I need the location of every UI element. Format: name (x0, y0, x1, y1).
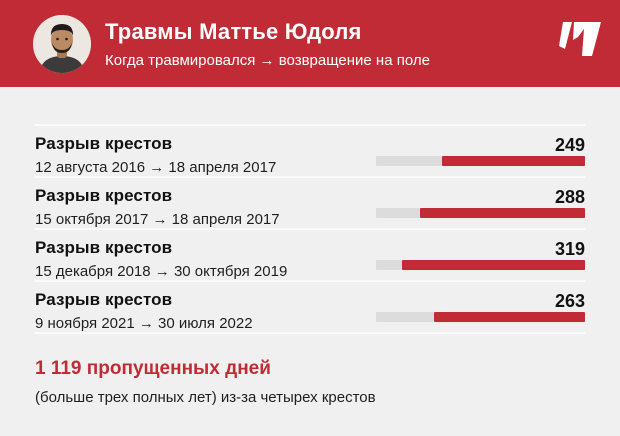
player-portrait-illustration (33, 14, 91, 73)
days-bar-track (376, 156, 585, 166)
list-bottom-divider (35, 332, 585, 334)
injury-label: Разрыв крестов (35, 238, 173, 257)
page-title: Травмы Маттье Юдоля (105, 18, 362, 44)
header: Травмы Маттье Юдоля Когда травмировался … (0, 0, 620, 87)
days-bar-fill (434, 312, 585, 322)
days-bar-fill (442, 156, 585, 166)
total-missed-days-subtext: (больше трех полных лет) из-за четырех к… (35, 389, 376, 406)
injury-date-range: 9 ноября 2021 → 30 июля 2022 (35, 315, 253, 332)
injury-label: Разрыв крестов (35, 186, 173, 205)
injury-label: Разрыв крестов (35, 134, 173, 153)
injury-label: Разрыв крестов (35, 290, 173, 309)
missed-days-value: 263 (554, 291, 585, 311)
days-bar-fill (402, 260, 585, 270)
page-subtitle: Когда травмировался → возвращение на пол… (105, 51, 430, 69)
injury-row: Разрыв крестов 12 августа 2016 → 18 апре… (35, 124, 585, 176)
days-bar-fill (420, 208, 585, 218)
injury-row: Разрыв крестов 15 октября 2017 → 18 апре… (35, 176, 585, 228)
player-avatar (33, 14, 91, 73)
injury-row: Разрыв крестов 9 ноября 2021 → 30 июля 2… (35, 280, 585, 332)
summary-footer: 1 119 пропущенных дней (больше трех полн… (35, 358, 585, 406)
total-missed-days-headline: 1 119 пропущенных дней (35, 358, 271, 379)
header-text-block: Травмы Маттье Юдоля Когда травмировался … (105, 19, 430, 69)
injury-date-range: 12 августа 2016 → 18 апреля 2017 (35, 159, 277, 176)
missed-days-value: 319 (554, 239, 585, 259)
days-bar-track (376, 312, 585, 322)
missed-days-value: 288 (554, 187, 585, 207)
missed-days-value: 249 (554, 135, 585, 155)
injury-list: Разрыв крестов 12 августа 2016 → 18 апре… (35, 124, 585, 334)
injury-date-range: 15 декабря 2018 → 30 октября 2019 (35, 263, 288, 280)
days-bar-track (376, 260, 585, 270)
days-bar-track (376, 208, 585, 218)
injury-row: Разрыв крестов 15 декабря 2018 → 30 октя… (35, 228, 585, 280)
injury-date-range: 15 октября 2017 → 18 апреля 2017 (35, 211, 280, 228)
tribuna-w-logo-icon (559, 20, 601, 57)
